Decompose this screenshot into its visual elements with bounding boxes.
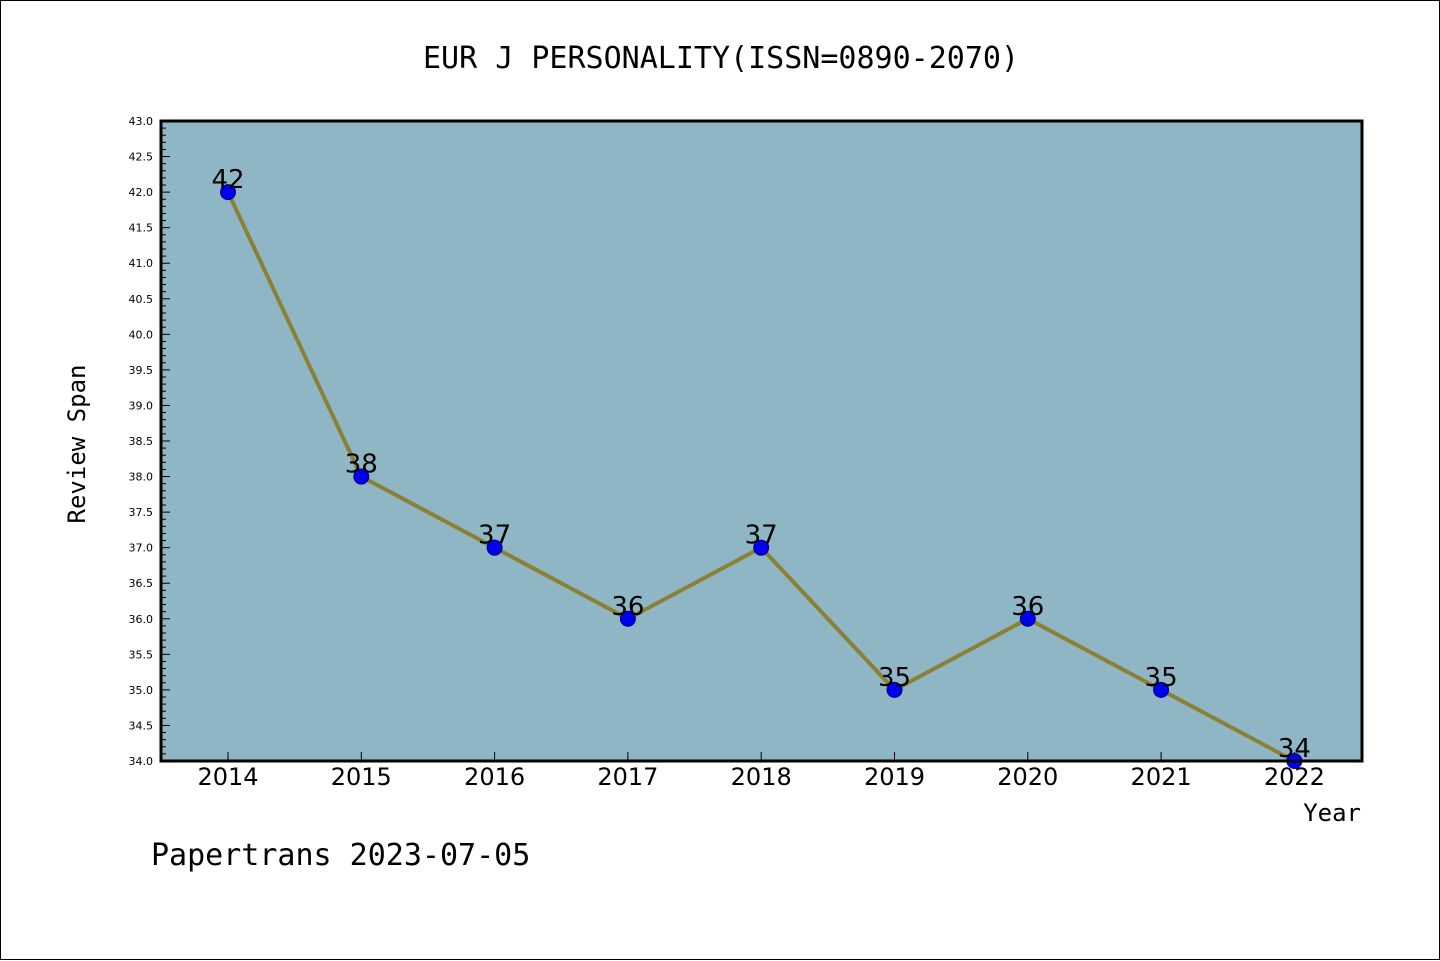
y-axis-label: Review Span bbox=[63, 365, 91, 524]
y-tick-label: 35.5 bbox=[129, 648, 154, 661]
x-tick-label: 2015 bbox=[331, 763, 392, 791]
data-label: 37 bbox=[478, 521, 511, 551]
y-tick-label: 34.5 bbox=[129, 719, 154, 732]
y-tick-label: 38.5 bbox=[129, 435, 154, 448]
y-tick-label: 35.0 bbox=[129, 684, 154, 697]
y-tick-label: 41.5 bbox=[129, 222, 154, 235]
data-point bbox=[353, 468, 370, 485]
y-tick-label: 34.0 bbox=[129, 755, 154, 768]
data-label: 34 bbox=[1278, 734, 1311, 764]
footer-credit: Papertrans 2023-07-05 bbox=[151, 838, 530, 873]
data-point bbox=[619, 610, 636, 627]
chart-title: EUR J PERSONALITY(ISSN=0890-2070) bbox=[423, 41, 1019, 76]
x-tick-label: 2019 bbox=[864, 763, 925, 791]
x-tick-label: 2014 bbox=[197, 763, 258, 791]
plot-border bbox=[159, 119, 1364, 763]
data-label: 36 bbox=[1011, 592, 1044, 622]
data-label: 38 bbox=[345, 450, 378, 480]
y-axis-ticks: 34.0 34.5 35.0 35.5 36.0 36.5 37.0 37.5 38.0 38.5… bbox=[129, 115, 170, 768]
y-tick-label: 39.5 bbox=[129, 364, 154, 377]
y-tick-label: 37.0 bbox=[129, 542, 154, 555]
y-tick-label: 39.0 bbox=[129, 399, 154, 412]
y-tick-label: 36.5 bbox=[129, 577, 154, 590]
plot-area bbox=[161, 121, 1362, 761]
data-label: 35 bbox=[1145, 663, 1178, 693]
y-tick-label: 43.0 bbox=[129, 115, 154, 128]
data-label: 37 bbox=[745, 521, 778, 551]
data-point bbox=[753, 539, 770, 556]
y-tick-label: 42.0 bbox=[129, 186, 154, 199]
data-label: 36 bbox=[611, 592, 644, 622]
y-tick-label: 36.0 bbox=[129, 613, 154, 626]
y-tick-label: 41.0 bbox=[129, 257, 154, 270]
data-label: 42 bbox=[211, 165, 244, 195]
series-layer: 42 38 37 36 37 35 36 35 34 bbox=[211, 165, 1311, 769]
x-tick-label: 2016 bbox=[464, 763, 525, 791]
x-tick-label: 2020 bbox=[997, 763, 1058, 791]
y-tick-label: 40.5 bbox=[129, 293, 154, 306]
x-axis-ticks: 2014 2015 2016 2017 2018 2019 2020 2021 2022 bbox=[197, 752, 1325, 791]
data-point bbox=[1153, 681, 1170, 698]
data-point bbox=[220, 184, 236, 201]
x-axis-label: Year bbox=[1303, 799, 1361, 827]
y-tick-label: 42.5 bbox=[129, 151, 154, 164]
data-point bbox=[886, 681, 903, 698]
data-point bbox=[1019, 610, 1036, 627]
y-tick-label: 38.0 bbox=[129, 471, 154, 484]
data-label: 35 bbox=[878, 663, 911, 693]
x-tick-label: 2021 bbox=[1131, 763, 1192, 791]
y-tick-label: 40.0 bbox=[129, 328, 154, 341]
y-tick-label: 37.5 bbox=[129, 506, 154, 519]
x-tick-label: 2017 bbox=[597, 763, 658, 791]
x-tick-label: 2018 bbox=[731, 763, 792, 791]
data-point bbox=[486, 539, 503, 556]
